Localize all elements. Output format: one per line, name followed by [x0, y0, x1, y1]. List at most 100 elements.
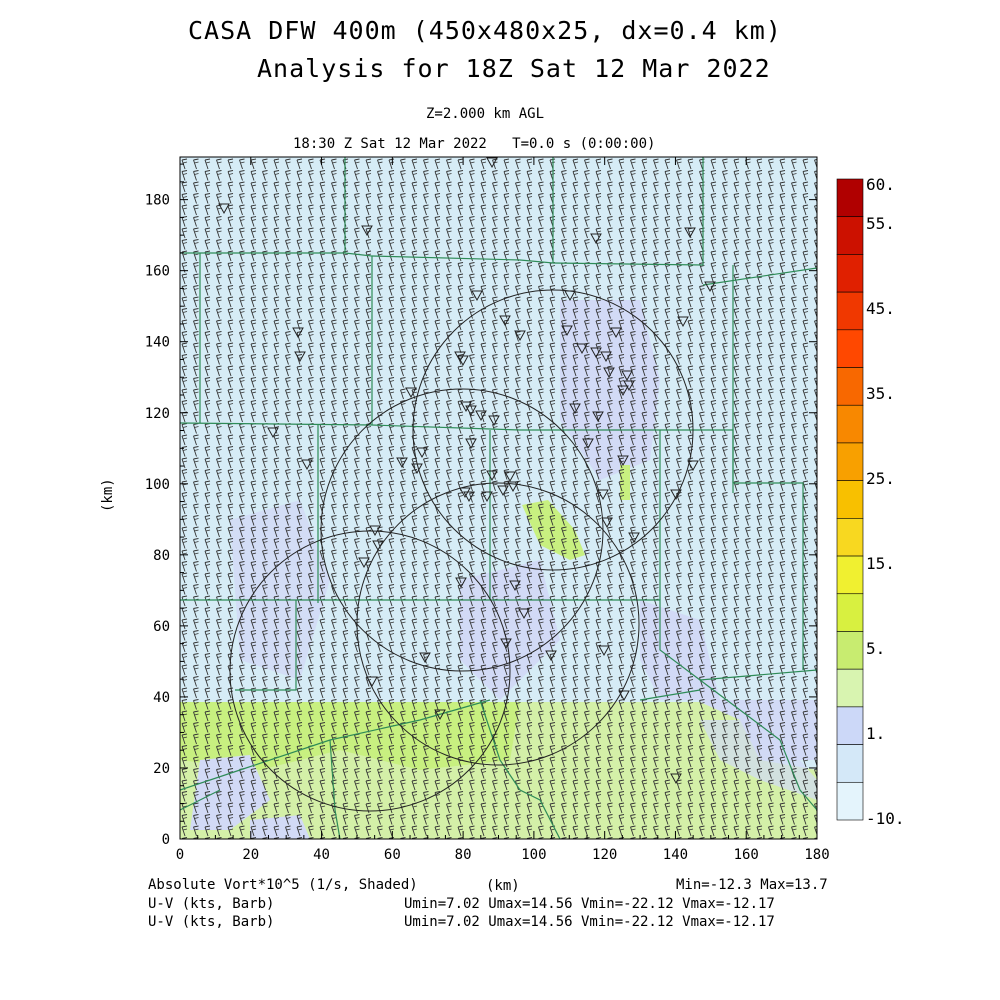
- barb-flag: [608, 230, 613, 233]
- barb-flag: [641, 170, 648, 172]
- barb-flag: [411, 262, 418, 264]
- barb-shaft: [676, 274, 680, 285]
- barb-flag: [251, 184, 257, 187]
- barb-flag: [792, 173, 797, 175]
- barb-flag: [516, 207, 521, 210]
- barb-shaft: [469, 274, 473, 285]
- barb-flag: [722, 158, 728, 161]
- barb-shaft: [779, 194, 784, 204]
- barb-flag: [181, 296, 188, 299]
- barb-flag: [401, 184, 406, 187]
- barb-shaft: [768, 171, 772, 181]
- barb-shaft: [285, 274, 289, 285]
- barb-flag: [631, 299, 636, 302]
- barb-flag: [227, 227, 234, 230]
- barb-shaft: [630, 263, 634, 273]
- barb-flag: [423, 285, 429, 287]
- barb-flag: [263, 207, 268, 210]
- barb-flag: [780, 288, 786, 290]
- barb-shaft: [377, 297, 381, 308]
- barb-shaft: [687, 182, 692, 193]
- barb-shaft: [584, 251, 588, 262]
- barb-flag: [204, 250, 211, 253]
- barb-shaft: [365, 286, 370, 296]
- barb-shaft: [181, 228, 186, 239]
- barb-flag: [757, 242, 763, 244]
- barb-shaft: [296, 274, 301, 285]
- barb-flag: [263, 161, 268, 164]
- barb-shaft: [802, 182, 807, 193]
- barb-shaft: [526, 171, 531, 181]
- barb-flag: [814, 251, 817, 253]
- barb-flag: [538, 181, 544, 184]
- barb-flag: [227, 158, 234, 161]
- barb-shaft: [342, 274, 347, 285]
- barb-shaft: [227, 240, 232, 250]
- barb-shaft: [733, 217, 738, 227]
- barb-flag: [515, 181, 521, 184]
- barb-shaft: [699, 297, 703, 308]
- barb-shaft: [331, 309, 335, 319]
- barb-flag: [677, 173, 682, 175]
- barb-shaft: [354, 240, 358, 250]
- barb-flag: [526, 273, 533, 276]
- barb-flag: [378, 196, 383, 198]
- barb-flag: [274, 288, 280, 290]
- barb-flag: [619, 161, 625, 164]
- barb-flag: [457, 250, 464, 253]
- barb-flag: [814, 182, 817, 184]
- barb-flag: [365, 273, 372, 276]
- barb-shaft: [641, 217, 646, 227]
- barb-shaft: [607, 263, 611, 273]
- barb-shaft: [699, 217, 703, 227]
- barb-flag: [699, 170, 705, 172]
- barb-shaft: [503, 286, 508, 296]
- barb-flag: [768, 170, 774, 172]
- barb-shaft: [526, 286, 531, 296]
- barb-flag: [411, 227, 418, 230]
- barb-flag: [562, 242, 567, 244]
- barb-shaft: [308, 182, 312, 193]
- barb-flag: [320, 184, 326, 187]
- barb-flag: [457, 296, 464, 299]
- barb-flag: [572, 181, 579, 184]
- barb-shaft: [584, 274, 588, 285]
- barb-shaft: [641, 274, 646, 285]
- barb-flag: [412, 230, 418, 233]
- barb-flag: [182, 219, 188, 221]
- barb-flag: [309, 299, 314, 302]
- barb-shaft: [216, 217, 220, 227]
- barb-shaft: [515, 217, 519, 227]
- barb-flag: [654, 322, 659, 325]
- barb-shaft: [722, 182, 726, 193]
- barb-shaft: [434, 205, 439, 216]
- barb-shaft: [814, 228, 817, 238]
- barb-flag: [469, 239, 475, 241]
- barb-shaft: [250, 320, 255, 331]
- barb-shaft: [446, 217, 450, 227]
- barb-flag: [746, 322, 751, 325]
- barb-flag: [665, 288, 671, 290]
- barb-flag: [803, 276, 809, 279]
- barb-shaft: [630, 205, 634, 216]
- barb-shaft: [308, 217, 312, 227]
- barb-flag: [319, 273, 326, 276]
- barb-flag: [273, 158, 280, 161]
- barb-flag: [446, 296, 452, 299]
- barb-flag: [447, 288, 452, 290]
- barb-flag: [769, 265, 774, 267]
- barb-flag: [319, 227, 326, 230]
- barb-flag: [802, 308, 809, 310]
- barb-shaft: [446, 228, 450, 239]
- barb-flag: [216, 204, 222, 207]
- barb-shaft: [480, 217, 485, 227]
- barb-flag: [401, 242, 406, 244]
- barb-flag: [297, 161, 303, 164]
- barb-shaft: [664, 182, 669, 193]
- barb-shaft: [653, 320, 657, 331]
- barb-flag: [654, 276, 659, 279]
- barb-shaft: [802, 286, 807, 296]
- barb-flag: [308, 273, 314, 276]
- barb-flag: [297, 184, 303, 187]
- barb-flag: [227, 193, 234, 195]
